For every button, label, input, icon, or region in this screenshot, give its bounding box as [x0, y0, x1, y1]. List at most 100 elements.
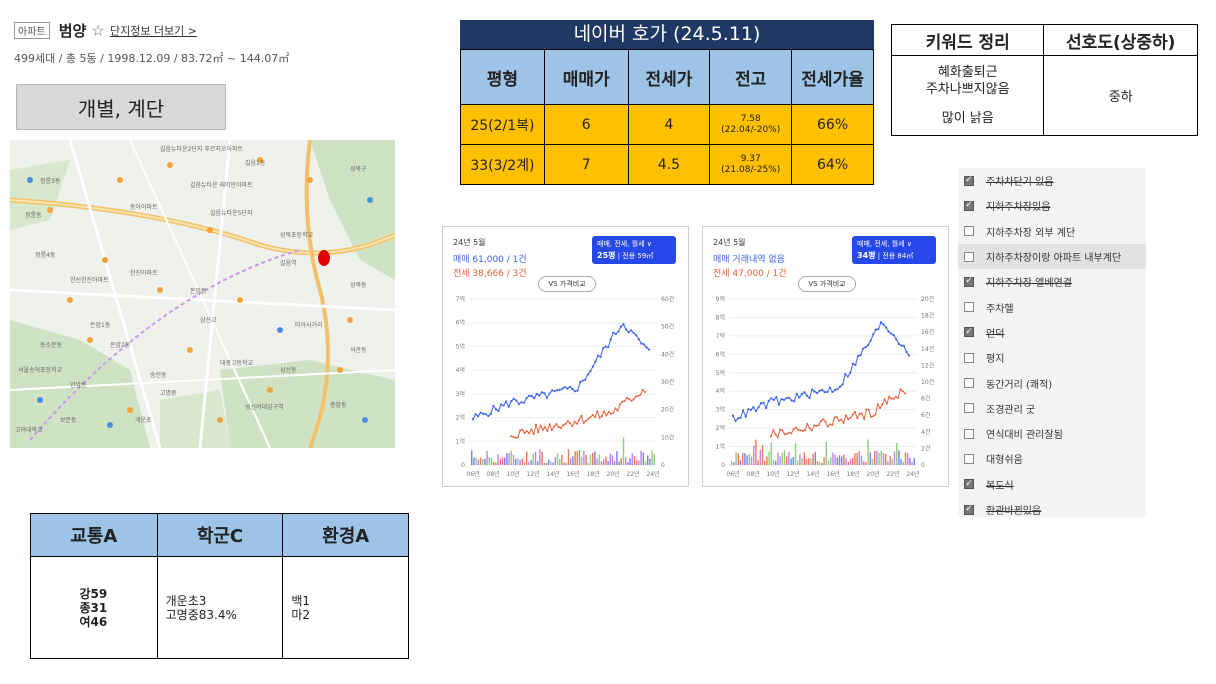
- checklist-item[interactable]: ✓ 언덕: [958, 320, 1146, 345]
- jeonse-price-point: [899, 388, 902, 391]
- checklist-item[interactable]: ✓ 지하주차장있음: [958, 193, 1146, 218]
- jeonse-price-point: [623, 399, 626, 402]
- jeonse-price-point: [564, 422, 567, 425]
- jeonse-price-point: [838, 419, 841, 422]
- volume-bar: [550, 461, 552, 465]
- checkbox-checked-icon[interactable]: ✓: [964, 504, 974, 515]
- volume-bar: [768, 451, 770, 465]
- cell-ratio: 64%: [791, 144, 874, 185]
- checklist-item[interactable]: 대형쉬움: [958, 446, 1146, 471]
- volume-bar: [786, 456, 788, 465]
- jeonse-price-point: [783, 433, 786, 436]
- checkbox-checked-icon[interactable]: ✓: [964, 175, 974, 186]
- volume-bar: [508, 452, 510, 465]
- checklist-item[interactable]: 지하주차장이랑 아파트 내부계단: [958, 243, 1146, 270]
- volume-bar: [893, 451, 896, 465]
- map-label: 길음1동: [245, 160, 266, 167]
- jeonse-price-point: [510, 435, 512, 438]
- sale-price-point: [637, 338, 640, 341]
- map-label: 서울송덕초등학교: [18, 367, 63, 374]
- jeonse-price-point: [881, 403, 884, 406]
- keyword-header: 키워드 정리: [890, 24, 1045, 56]
- map-label: 성북동: [350, 282, 367, 289]
- volume-bar: [821, 462, 823, 465]
- checkbox-checked-icon[interactable]: ✓: [964, 326, 974, 338]
- preference-cell: 중하: [1043, 55, 1198, 136]
- checklist-item[interactable]: ✓ 복도식: [958, 472, 1146, 497]
- col-header: 평형: [460, 49, 545, 105]
- checklist-item[interactable]: ✓ 환관바뀐있음: [958, 497, 1146, 522]
- jeonse-price-point: [885, 402, 888, 405]
- checkbox-icon[interactable]: [964, 226, 974, 237]
- compare-price-button[interactable]: VS 가격비교: [538, 276, 596, 292]
- volume-bar: [519, 459, 521, 465]
- volume-bar: [852, 458, 854, 465]
- sale-price-point: [510, 400, 513, 403]
- checkbox-icon[interactable]: [964, 403, 974, 414]
- jeonse-price-point: [794, 426, 797, 429]
- checkbox-icon[interactable]: [964, 352, 974, 363]
- jeonse-price-point: [806, 422, 809, 425]
- checklist-item[interactable]: 지하주차장 외부 계단: [958, 219, 1146, 244]
- volume-bar: [871, 458, 874, 465]
- volume-bar: [843, 454, 845, 465]
- jeonse-price-point: [530, 428, 533, 431]
- volume-bar: [504, 457, 506, 465]
- sale-price-point: [821, 388, 824, 392]
- y-tick-label-left: 3억: [716, 406, 725, 414]
- col-header: 매매가: [543, 49, 629, 105]
- jeonse-price-point: [541, 428, 544, 431]
- jeonse-price-point: [790, 432, 793, 435]
- deal-type-selector[interactable]: 매매, 전세, 월세 ∨ 34평 | 전용 84㎡: [852, 236, 936, 264]
- location-map[interactable]: 길음뉴타운2단지 푸르지오아파트 길음1동 성북구 길음뉴타운 래미안아파트 정…: [10, 140, 395, 448]
- sale-price-point: [647, 348, 651, 351]
- checklist-item[interactable]: ✓ 주차차단기 있음: [958, 168, 1146, 193]
- checkbox-checked-icon[interactable]: ✓: [964, 200, 974, 211]
- checkbox-icon[interactable]: [964, 428, 974, 439]
- volume-bar: [548, 459, 550, 465]
- volume-bar: [567, 449, 570, 465]
- volume-bar: [889, 455, 891, 465]
- map-label: 성신여대입구역: [245, 404, 284, 411]
- volume-bar: [887, 461, 889, 465]
- checklist-label: 동간거리 (쾌적): [986, 379, 1053, 391]
- traffic-item: 종31: [79, 600, 108, 615]
- checklist-item[interactable]: 연식대비 관리잘됨: [958, 421, 1146, 446]
- volume-bar: [512, 454, 515, 465]
- y-tick-label-right: 0: [661, 462, 665, 469]
- map-label: 고명중: [160, 390, 177, 397]
- sale-summary: 매매 61,000 / 1건: [453, 255, 527, 265]
- environment-cell: 백1 마2: [282, 556, 409, 659]
- checkbox-icon[interactable]: [964, 378, 974, 389]
- table-row: 25(2/1복) 6 4 7.58 (22.04/-20%) 66%: [460, 104, 874, 145]
- sale-price-point: [538, 394, 541, 397]
- volume-bar: [649, 458, 651, 465]
- volume-bar: [733, 462, 735, 465]
- keyword-line: 주차나쁘지않음: [925, 82, 1010, 97]
- y-tick-label-left: 4억: [456, 366, 465, 374]
- checkbox-icon[interactable]: [964, 251, 974, 262]
- volume-bar: [585, 454, 587, 465]
- checklist-item[interactable]: 조경관리 굿: [958, 396, 1146, 421]
- favorite-star-icon[interactable]: ☆: [91, 21, 105, 40]
- complex-info-link[interactable]: 단지정보 더보기 >: [109, 24, 198, 38]
- volume-bar: [909, 458, 911, 465]
- checkbox-checked-icon[interactable]: ✓: [964, 276, 974, 287]
- deal-type-selector[interactable]: 매매, 전세, 월세 ∨ 25평 | 전용 59㎡: [592, 236, 676, 264]
- checklist-item[interactable]: 동간거리 (쾌적): [958, 370, 1146, 395]
- volume-bar: [581, 456, 583, 465]
- compare-price-button[interactable]: VS 가격비교: [798, 276, 856, 292]
- volume-bar: [896, 443, 898, 465]
- volume-bar: [565, 462, 567, 465]
- checklist-item[interactable]: ✓ 지하주차장 엘베연결: [958, 269, 1146, 294]
- checklist-item[interactable]: 주차헬: [958, 294, 1146, 319]
- volume-bar: [779, 456, 781, 465]
- sale-price-point: [545, 396, 549, 399]
- volume-bar: [856, 452, 858, 465]
- checkbox-icon[interactable]: [964, 453, 974, 464]
- col-header: 전세가율: [791, 49, 874, 105]
- checkbox-checked-icon[interactable]: ✓: [964, 478, 974, 490]
- volume-bar: [479, 457, 482, 465]
- checklist-item[interactable]: 평지: [958, 345, 1146, 370]
- checkbox-icon[interactable]: [964, 302, 974, 313]
